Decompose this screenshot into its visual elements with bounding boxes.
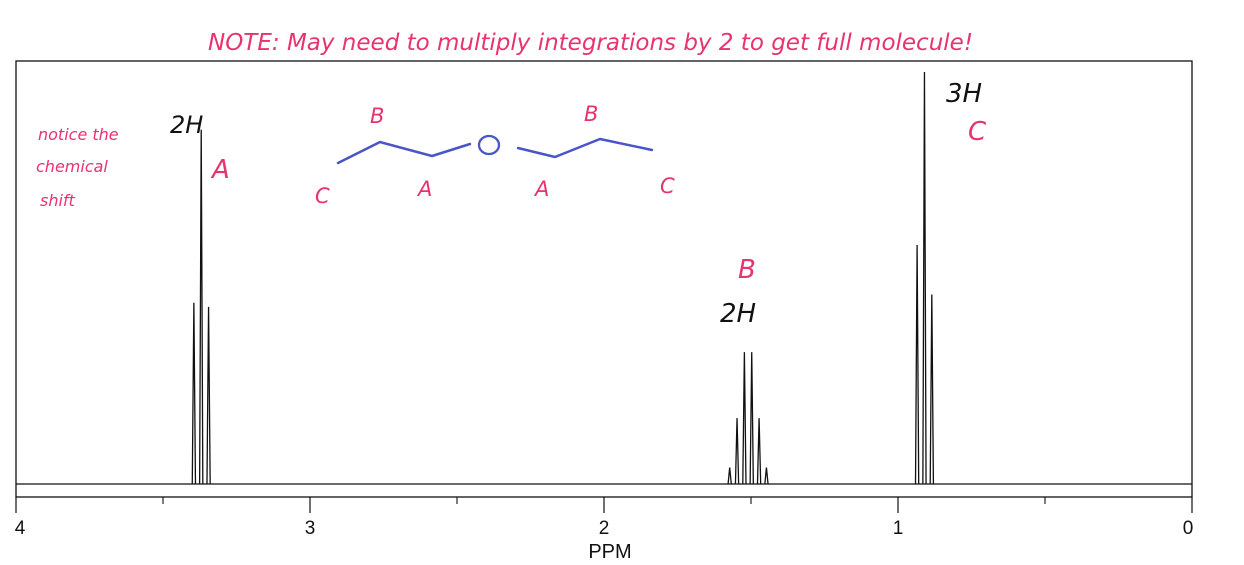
molecule-left-chain [336,140,472,165]
molecule-right-c: C [660,174,675,198]
x-axis-tick-labels: 4 3 2 1 0 [15,518,1194,539]
molecule-sketch: C B A A B C [315,102,675,208]
molecule-left-a: A [416,177,432,201]
top-note: NOTE: May need to multiply integrations … [208,30,973,56]
peak-c-line-3 [929,294,935,485]
molecule-right-b: B [584,102,598,126]
molecule-left-c: C [315,184,330,208]
peak-b-line-1 [727,467,732,485]
peak-a-line-2 [198,129,204,485]
molecule-right-a: A [533,177,549,201]
x-tick-label-1: 1 [893,518,904,539]
peak-b-label: B [738,255,756,285]
peak-b-integration: 2H [720,299,756,329]
peak-a-line-3 [206,306,211,485]
x-axis-ticks [15,497,1193,513]
peak-c-label: C [968,117,987,147]
x-axis-label: PPM [588,541,631,563]
molecule-oxygen-circle [477,134,501,156]
peak-a-line-1 [191,302,197,485]
peak-a-label: A [210,155,230,185]
peak-a-integration: 2H [170,111,203,139]
peak-b-line-5 [756,418,762,485]
peak-c-line-2 [922,71,927,485]
spectrum-peaks [191,71,935,485]
side-note-line-2: chemical [36,157,108,176]
peak-b-line-6 [764,467,769,485]
x-tick-label-2: 2 [599,518,610,539]
peak-b-line-3 [742,352,747,485]
x-tick-label-0: 0 [1183,518,1194,539]
molecule-right-chain [516,137,654,159]
x-tick-label-3: 3 [305,518,316,539]
peak-c-integration: 3H [946,79,982,109]
side-note-line-3: shift [40,191,76,210]
peak-c-line-1 [914,245,920,485]
molecule-left-b: B [370,104,384,128]
side-note-line-1: notice the [38,125,119,144]
peak-b-line-4 [749,352,754,485]
x-tick-label-4: 4 [15,518,26,539]
peak-b-line-2 [734,418,740,485]
